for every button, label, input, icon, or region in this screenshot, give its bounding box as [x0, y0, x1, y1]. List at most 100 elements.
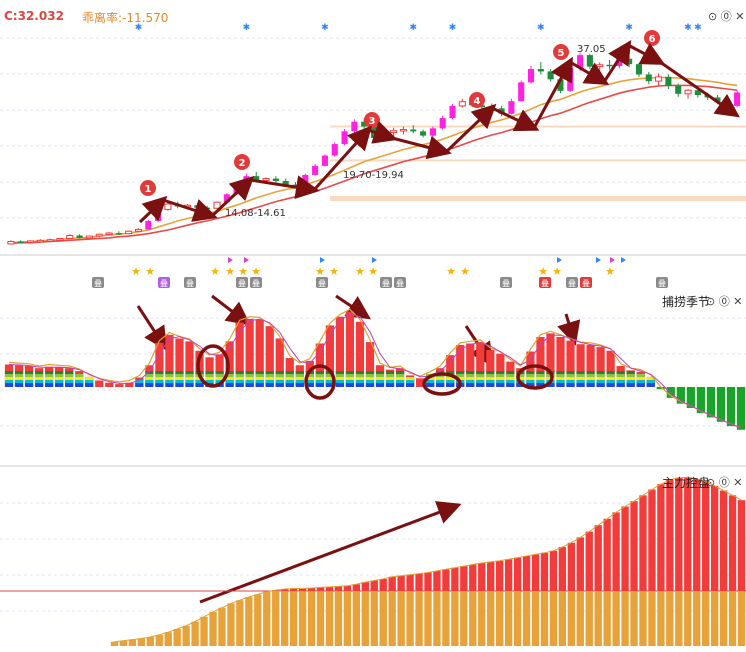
bottom-panel-controls: ⊙ ⓪ ✕	[706, 474, 742, 490]
control-bar	[415, 591, 423, 646]
season-band	[576, 380, 585, 383]
season-band	[375, 374, 385, 377]
season-band	[626, 383, 635, 387]
season-bar	[546, 333, 555, 387]
season-band	[345, 383, 355, 387]
season-band	[275, 371, 284, 374]
season-bar	[466, 343, 475, 387]
season-band	[255, 371, 264, 374]
candle-body	[125, 230, 133, 235]
flag-icon	[244, 257, 249, 263]
season-band	[255, 374, 264, 377]
season-band	[325, 377, 334, 380]
season-band	[14, 377, 24, 380]
candle-body	[7, 241, 15, 245]
season-band	[34, 377, 44, 380]
control-bar	[702, 591, 710, 646]
help-icon[interactable]: ⓪	[718, 295, 730, 308]
candle-body	[557, 79, 564, 91]
season-band	[355, 371, 365, 374]
gear-icon[interactable]: ⊙	[706, 295, 716, 308]
star-icon: ★	[329, 265, 339, 278]
season-band	[65, 374, 74, 377]
badge-text: 叠	[318, 279, 326, 288]
candle-body	[429, 128, 436, 136]
top-panel-controls: ⊙ ⓪ ✕	[708, 8, 744, 24]
control-line	[114, 476, 742, 643]
close-icon[interactable]: ✕	[733, 476, 743, 489]
season-band	[626, 380, 635, 383]
season-band	[315, 374, 324, 377]
candle-body	[312, 165, 319, 175]
trend-arrow	[444, 103, 497, 154]
control-bar	[307, 587, 316, 591]
annotation-number: 5	[558, 48, 565, 59]
help-icon[interactable]: ⓪	[718, 476, 730, 489]
season-band	[606, 377, 615, 380]
season-bar	[105, 382, 114, 387]
gear-icon[interactable]: ⊙	[708, 10, 718, 23]
season-band	[446, 371, 455, 374]
season-band	[295, 371, 304, 374]
season-band	[355, 383, 365, 387]
season-band	[446, 383, 455, 387]
control-bar	[281, 591, 289, 646]
season-band	[215, 380, 224, 383]
season-band	[55, 377, 64, 380]
moving-average-line	[10, 84, 738, 245]
control-bar	[684, 591, 692, 646]
close-icon[interactable]: ✕	[735, 10, 745, 23]
season-band	[14, 371, 24, 374]
flag-icon	[320, 257, 325, 263]
mid-panel-controls: ⊙ ⓪ ✕	[706, 293, 742, 309]
season-band	[345, 374, 355, 377]
season-band	[135, 380, 144, 383]
season-bar	[716, 387, 726, 422]
control-bar	[549, 550, 558, 591]
season-band	[566, 380, 575, 383]
season-band	[616, 383, 625, 387]
control-bar	[245, 597, 253, 646]
season-band	[4, 377, 14, 380]
season-band	[175, 374, 184, 377]
candle-body	[410, 129, 417, 132]
help-icon[interactable]: ⓪	[720, 10, 732, 23]
season-band	[14, 383, 24, 387]
control-bar	[182, 625, 190, 646]
gear-icon[interactable]: ⊙	[706, 476, 716, 489]
season-band	[385, 371, 395, 374]
control-bar	[209, 611, 217, 646]
badge-text: 叠	[186, 279, 194, 288]
season-band	[616, 377, 625, 380]
season-band	[185, 380, 194, 383]
annotation-circle	[140, 180, 156, 196]
annotation-number: 3	[369, 116, 376, 127]
candle-body	[655, 76, 663, 82]
control-bar	[343, 591, 352, 646]
season-band	[536, 374, 545, 377]
highlight-ellipse	[196, 344, 230, 388]
control-bar	[666, 479, 674, 591]
season-band	[466, 380, 475, 383]
control-bar	[639, 591, 647, 646]
season-band	[426, 380, 435, 383]
trend-arrow	[211, 294, 251, 326]
season-band	[596, 380, 605, 383]
candle-body	[85, 235, 93, 239]
badge-box	[566, 277, 578, 288]
control-bar	[146, 636, 154, 646]
season-band	[34, 380, 44, 383]
control-bar	[639, 495, 647, 591]
season-band	[395, 383, 405, 387]
season-band	[305, 377, 314, 380]
season-band	[145, 383, 154, 387]
badge-text: 叠	[568, 279, 576, 288]
season-band	[436, 383, 445, 387]
season-band	[405, 377, 415, 380]
control-bar	[719, 591, 728, 646]
close-icon[interactable]: ✕	[733, 295, 743, 308]
season-band	[75, 377, 84, 380]
season-band	[616, 374, 625, 377]
signal-dot: ✱	[243, 23, 251, 33]
season-band	[175, 383, 184, 387]
